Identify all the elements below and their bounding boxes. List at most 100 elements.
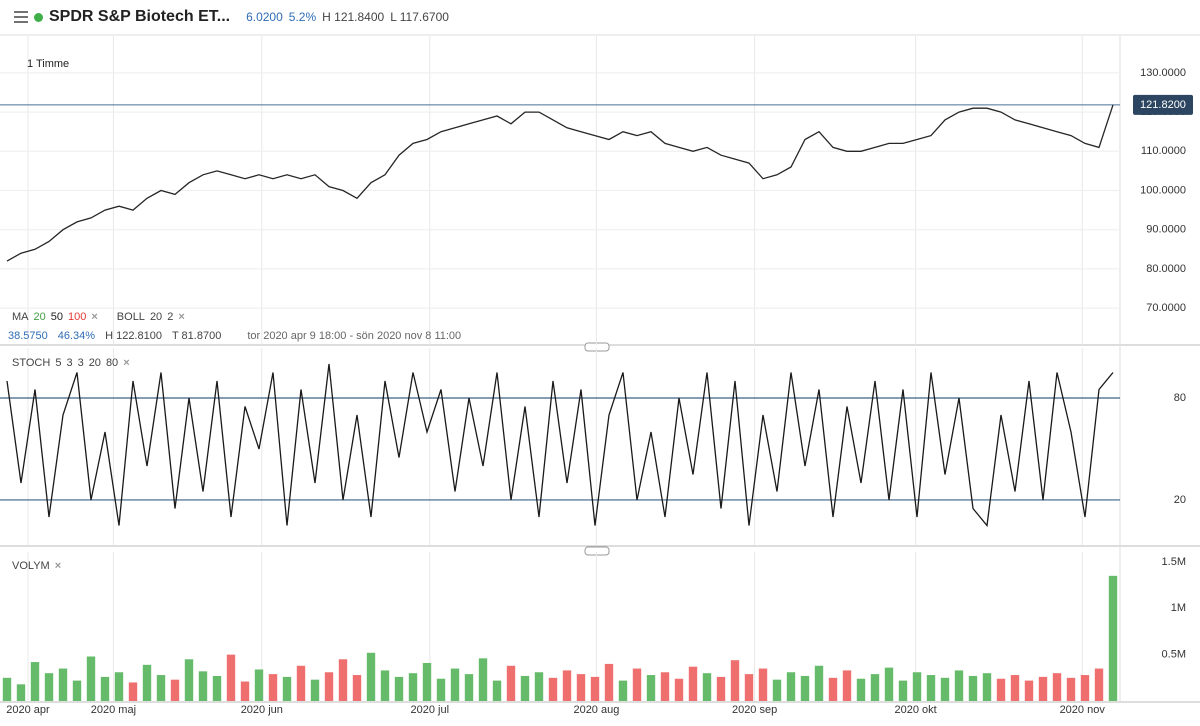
volume-bar (254, 669, 264, 701)
volume-bar (450, 668, 460, 701)
volume-bar (520, 675, 530, 701)
indicator-name[interactable]: VOLYM (12, 560, 50, 572)
volume-bar (86, 656, 96, 701)
resize-handle (584, 546, 610, 556)
info-item: tor 2020 apr 9 18:00 - sön 2020 nov 8 11… (247, 330, 462, 342)
x-tick-label: 2020 jul (411, 704, 450, 716)
legend: MA 20 50 100 × BOLL 20 2 × (12, 311, 199, 323)
volume-bar (814, 665, 824, 701)
y-tick-label: 1M (1171, 602, 1186, 614)
remove-indicator[interactable]: × (178, 311, 185, 323)
instrument-title[interactable]: SPDR S&P Biotech ET... (49, 8, 231, 25)
price-badge (1133, 94, 1193, 115)
series-line (6, 104, 1114, 262)
volume-bar (506, 665, 516, 701)
legend: VOLYM × (12, 560, 75, 572)
volume-bar (226, 654, 236, 701)
volume-bar (478, 658, 488, 701)
indicator-param: 20 (33, 311, 46, 323)
volume-bar (954, 670, 964, 701)
remove-indicator[interactable]: × (91, 311, 98, 323)
volume-bar (114, 672, 124, 701)
volume-bar (604, 663, 614, 701)
y-tick-label: 70.0000 (1146, 302, 1186, 314)
volume-bar (870, 674, 880, 701)
volume-bar (184, 659, 194, 701)
x-tick-label: 2020 sep (732, 704, 777, 716)
volume-bar (912, 672, 922, 701)
volume-bar (968, 675, 978, 701)
volume-bar (940, 677, 950, 701)
volume-bar (772, 679, 782, 701)
x-tick-label: 2020 aug (573, 704, 619, 716)
volume-bar (436, 678, 446, 701)
volume-bar (632, 668, 642, 701)
volume-bar (982, 673, 992, 701)
x-tick-label: 2020 jun (241, 704, 283, 716)
indicator-param: 20 (149, 311, 163, 323)
change-pct: 5.2% (288, 10, 317, 24)
y-tick-label: 80.0000 (1146, 263, 1186, 275)
volume-bar (100, 676, 110, 701)
remove-indicator[interactable]: × (123, 357, 130, 369)
volume-bar (142, 664, 152, 701)
volume-bar (800, 675, 810, 701)
x-tick-label: 2020 okt (894, 704, 936, 716)
indicator-name[interactable]: STOCH (12, 357, 51, 369)
y-tick-label: 20 (1174, 494, 1186, 506)
volume-bar (352, 675, 362, 701)
volume-bar (758, 668, 768, 701)
volume-bar (618, 680, 628, 701)
menu-icon[interactable] (14, 11, 28, 23)
volume-bar (296, 665, 306, 701)
volume-bar (1080, 675, 1090, 701)
volume-bar (268, 674, 278, 701)
indicator-param: 80 (105, 357, 119, 369)
indicator-name[interactable]: BOLL (116, 311, 145, 323)
indicator-param: 3 (77, 357, 84, 369)
volume-bar (534, 672, 544, 701)
volume-bar (674, 678, 684, 701)
y-tick-label: 100.0000 (1140, 184, 1186, 196)
y-tick-label: 80 (1174, 392, 1186, 404)
interval[interactable]: 1 Timme (27, 58, 70, 70)
volume-bar (16, 684, 26, 701)
volume-bar (380, 670, 390, 701)
volume-bar (156, 675, 166, 701)
x-tick-label: 2020 nov (1060, 704, 1106, 716)
volume-bar (926, 675, 936, 701)
volume-bar (464, 674, 474, 701)
resize-handle (584, 342, 610, 352)
volume-bar (1052, 673, 1062, 701)
volume-bar (394, 676, 404, 701)
status-dot (34, 12, 43, 22)
volume-bar (30, 662, 40, 701)
volume-bar (660, 672, 670, 701)
low: L 117.6700 (390, 10, 449, 24)
x-tick-label: 2020 apr (6, 704, 50, 716)
volume-bar (58, 668, 68, 701)
series-line (6, 363, 1114, 528)
volume-bar (240, 681, 250, 701)
change: 6.0200 (246, 10, 283, 24)
volume-bar (730, 660, 740, 701)
remove-indicator[interactable]: × (54, 560, 62, 572)
info-item: 38.5750 (8, 330, 48, 342)
volume-bar (842, 670, 852, 701)
volume-bar (744, 674, 754, 701)
volume-bar (282, 676, 292, 701)
volume-bar (44, 673, 54, 701)
indicator-name[interactable]: MA (12, 311, 29, 323)
price-badge-label: 121.8200 (1140, 99, 1186, 111)
volume-bar (688, 666, 698, 701)
volume-bar (492, 680, 502, 701)
volume-bar (72, 680, 82, 701)
volume-bar (590, 676, 600, 701)
info-row: 38.5750 46.34% H 122.8100 T 81.8700 tor 2020… (8, 330, 461, 342)
y-tick-label: 0.5M (1162, 649, 1186, 661)
indicator-param: 2 (167, 311, 174, 323)
volume-bar (198, 671, 208, 701)
info-item: 46.34% (57, 330, 96, 342)
volume-bar (366, 652, 376, 701)
